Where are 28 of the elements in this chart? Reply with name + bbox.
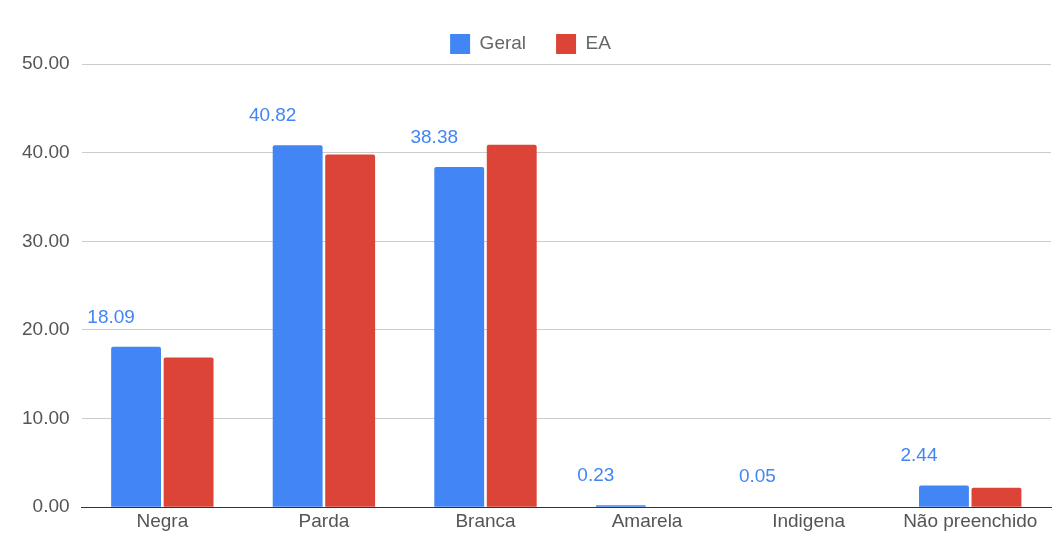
legend-label: EA <box>585 32 612 54</box>
x-tick-label: Amarela <box>611 509 683 531</box>
bar <box>111 346 162 507</box>
bar <box>971 487 1022 507</box>
y-tick-label: 0.00 <box>32 495 70 517</box>
bar <box>486 144 537 507</box>
bar <box>434 167 485 507</box>
x-tick-label: Parda <box>298 509 350 531</box>
bar <box>919 485 969 507</box>
y-tick-label: 50.00 <box>22 52 70 74</box>
x-tick-label: Não preenchido <box>903 509 1038 531</box>
y-tick-label: 10.00 <box>22 406 70 428</box>
x-tick-label: Negra <box>136 509 189 531</box>
y-tick-label: 40.00 <box>22 140 70 162</box>
data-label: 0.23 <box>577 463 615 485</box>
x-tick-label: Branca <box>455 509 517 531</box>
data-label: 2.44 <box>900 444 938 466</box>
x-tick-label: Indigena <box>772 509 846 531</box>
bar <box>272 145 323 507</box>
legend-label: Geral <box>479 32 527 54</box>
data-label: 0.05 <box>738 465 776 487</box>
data-label: 40.82 <box>248 104 297 126</box>
y-tick-label: 20.00 <box>22 318 70 340</box>
data-label: 18.09 <box>87 305 135 327</box>
data-label: 38.38 <box>410 125 458 147</box>
y-tick-label: 30.00 <box>22 229 70 251</box>
bar <box>325 154 376 507</box>
bar <box>163 357 214 507</box>
